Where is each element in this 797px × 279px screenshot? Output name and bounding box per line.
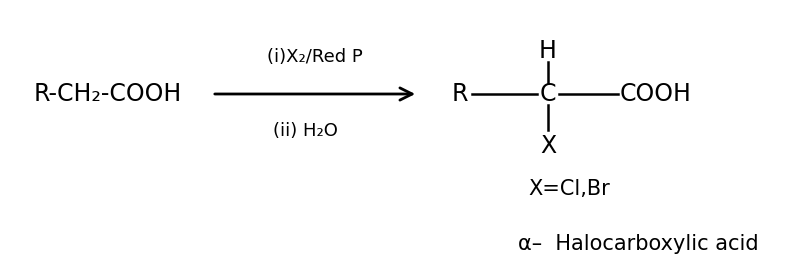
Text: R: R — [452, 82, 469, 106]
Text: (ii) H₂O: (ii) H₂O — [273, 122, 337, 140]
Text: (i)X₂/Red P: (i)X₂/Red P — [267, 48, 363, 66]
Text: α–  Halocarboxylic acid: α– Halocarboxylic acid — [518, 234, 759, 254]
Text: H: H — [539, 39, 557, 63]
Text: R-CH₂-COOH: R-CH₂-COOH — [34, 82, 183, 106]
Text: C: C — [540, 82, 556, 106]
Text: X: X — [540, 134, 556, 158]
Text: COOH: COOH — [620, 82, 692, 106]
Text: X=Cl,Br: X=Cl,Br — [528, 179, 610, 199]
